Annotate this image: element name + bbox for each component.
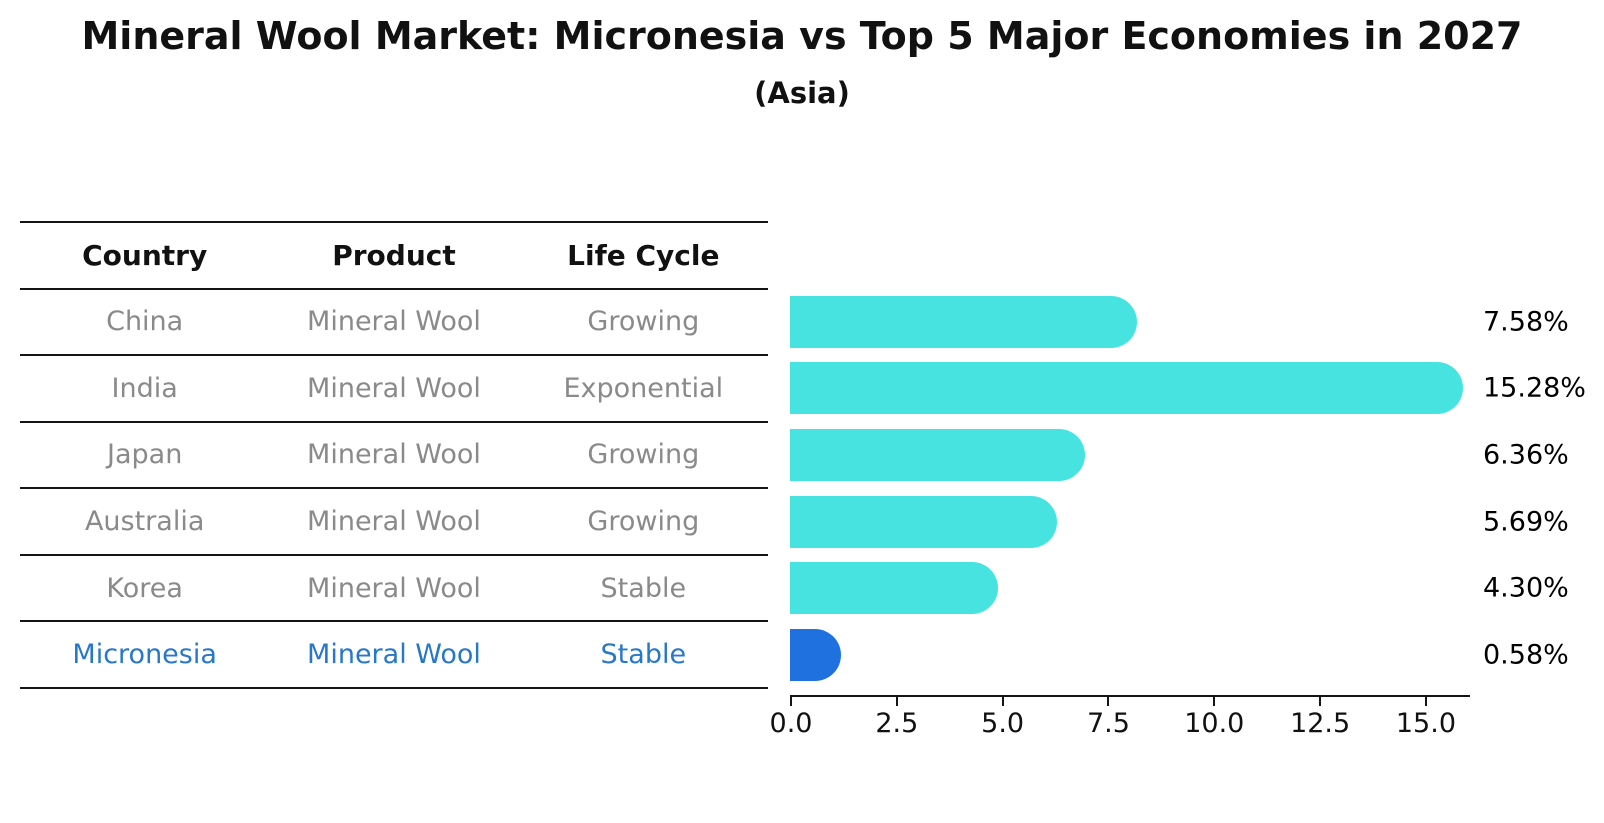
x-tick-label: 5.0 <box>981 708 1025 739</box>
life-cycle-cell: Growing <box>587 439 700 471</box>
table-line <box>20 354 768 357</box>
life-cycle-cell: Growing <box>587 506 700 538</box>
x-tick-label: 7.5 <box>1086 708 1130 739</box>
bar-value-label: 15.28% <box>1483 372 1586 404</box>
table-line <box>20 686 768 689</box>
product-cell: Mineral Wool <box>307 506 481 538</box>
table-row: Japan Mineral Wool Growing <box>20 422 768 489</box>
bar <box>790 428 1086 481</box>
x-axis-tick <box>1107 696 1110 706</box>
country-cell: Australia <box>84 506 205 538</box>
bar-value-label: 6.36% <box>1483 439 1569 471</box>
x-axis-tick <box>1319 696 1322 706</box>
country-cell: Korea <box>106 572 183 604</box>
x-axis-tick <box>1424 696 1427 706</box>
x-tick-label: 2.5 <box>875 708 919 739</box>
life-cycle-cell: Stable <box>600 639 687 671</box>
table-row: China Mineral Wool Growing <box>20 289 768 356</box>
table-header-cell: Life Cycle <box>567 238 720 272</box>
table-line <box>20 420 768 423</box>
x-axis-tick <box>790 696 792 706</box>
chart-title: Mineral Wool Market: Micronesia vs Top 5… <box>81 14 1523 58</box>
table-header-row: Country Product Life Cycle <box>20 222 768 289</box>
table-header-cell: Product <box>332 238 456 272</box>
bar-value-label: 5.69% <box>1483 506 1569 538</box>
bar-value-label: 7.58% <box>1483 306 1569 338</box>
table-row: Korea Mineral Wool Stable <box>20 555 768 622</box>
chart-subtitle: (Asia) <box>754 76 850 110</box>
bar <box>790 495 1057 548</box>
product-cell: Mineral Wool <box>307 372 481 404</box>
country-cell: Japan <box>107 439 183 471</box>
table-line <box>20 287 768 290</box>
bar-value-label: 4.30% <box>1483 572 1569 604</box>
product-cell: Mineral Wool <box>307 639 481 671</box>
x-axis-tick <box>1213 696 1216 706</box>
x-axis-tick <box>1001 696 1004 706</box>
x-tick-label: 15.0 <box>1395 708 1456 739</box>
highlight-bar <box>790 628 841 681</box>
table-line <box>20 553 768 556</box>
x-tick-label: 10.0 <box>1184 708 1245 739</box>
table-row: India Mineral Wool Exponential <box>20 355 768 422</box>
bar-value-label: 0.58% <box>1483 639 1569 671</box>
table-row: Australia Mineral Wool Growing <box>20 488 768 555</box>
country-cell: China <box>106 306 184 338</box>
bar <box>790 562 999 615</box>
table-header-cell: Country <box>82 238 208 272</box>
table-line <box>20 221 768 223</box>
life-cycle-cell: Stable <box>600 572 687 604</box>
life-cycle-cell: Exponential <box>563 372 724 404</box>
product-cell: Mineral Wool <box>307 439 481 471</box>
product-cell: Mineral Wool <box>307 306 481 338</box>
x-axis-line <box>790 695 1470 697</box>
life-cycle-cell: Growing <box>587 306 700 338</box>
country-cell: India <box>111 372 178 404</box>
product-cell: Mineral Wool <box>307 572 481 604</box>
x-tick-label: 0.0 <box>769 708 813 739</box>
table-line <box>20 620 768 623</box>
x-tick-label: 12.5 <box>1290 708 1351 739</box>
country-cell: Micronesia <box>72 639 217 671</box>
table-line <box>20 487 768 490</box>
x-axis-tick <box>895 696 898 706</box>
bar <box>790 295 1137 348</box>
bar <box>790 362 1463 415</box>
table-row: Micronesia Mineral Wool Stable <box>20 621 768 688</box>
